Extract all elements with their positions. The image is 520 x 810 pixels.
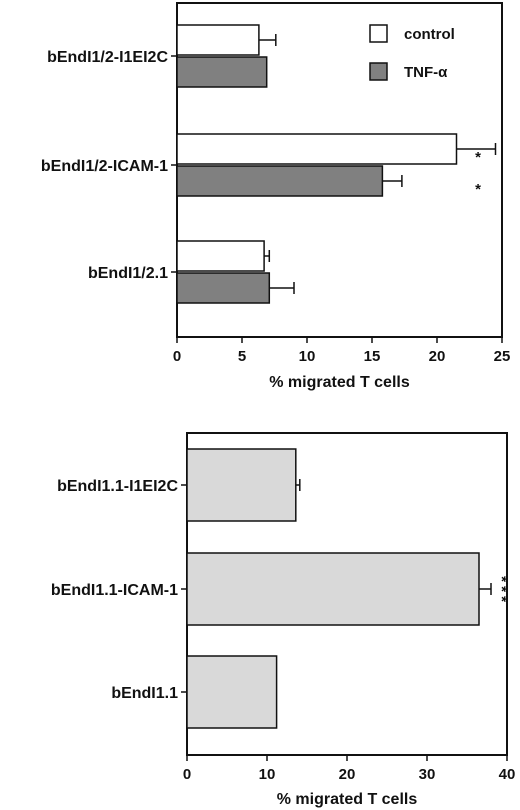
x-axis-title: % migrated T cells — [269, 374, 410, 391]
x-tick-label: 10 — [259, 766, 276, 783]
significance-marker: * — [475, 181, 481, 198]
x-tick-label: 0 — [183, 766, 191, 783]
legend: control TNF-α — [369, 24, 455, 81]
category-label: bEndI1.1-ICAM-1 — [51, 582, 178, 599]
legend-swatch — [369, 24, 388, 43]
significance-marker: * * * — [493, 576, 510, 602]
x-tick-label: 20 — [339, 766, 356, 783]
bar — [186, 655, 278, 729]
x-tick-label: 25 — [494, 348, 511, 365]
x-tick-label: 20 — [429, 348, 446, 365]
x-axis-title: % migrated T cells — [277, 791, 418, 808]
legend-label: control — [404, 26, 455, 43]
category-label: bEndI1.1-I1EI2C — [57, 478, 178, 495]
bar — [176, 240, 265, 272]
bar — [176, 272, 271, 304]
category-label: bEndI1.1 — [111, 685, 178, 702]
bar — [186, 552, 480, 626]
legend-swatch — [369, 62, 388, 81]
category-label: bEndI1/2-I1EI2C — [47, 49, 168, 66]
x-tick-label: 0 — [173, 348, 181, 365]
chart-2: 0 10 20 30 40 % migrated T cells bEndI1.1-I1EI… — [51, 432, 516, 808]
x-tick-label: 15 — [364, 348, 381, 365]
x-tick-label: 30 — [419, 766, 436, 783]
legend-label: TNF-α — [404, 64, 448, 81]
bar — [176, 56, 268, 88]
x-tick-label: 10 — [299, 348, 316, 365]
bar — [176, 133, 458, 165]
bar — [176, 24, 260, 56]
x-tick-label: 40 — [499, 766, 516, 783]
bar — [186, 448, 297, 522]
significance-marker: * — [475, 149, 481, 166]
category-label: bEndI1/2.1 — [88, 265, 168, 282]
x-tick-label: 5 — [238, 348, 246, 365]
category-label: bEndI1/2-ICAM-1 — [41, 158, 168, 175]
chart-1: 0 5 10 15 20 25 % migrated T cells bEndI1/2-I1E… — [41, 2, 511, 391]
bar — [176, 165, 384, 197]
